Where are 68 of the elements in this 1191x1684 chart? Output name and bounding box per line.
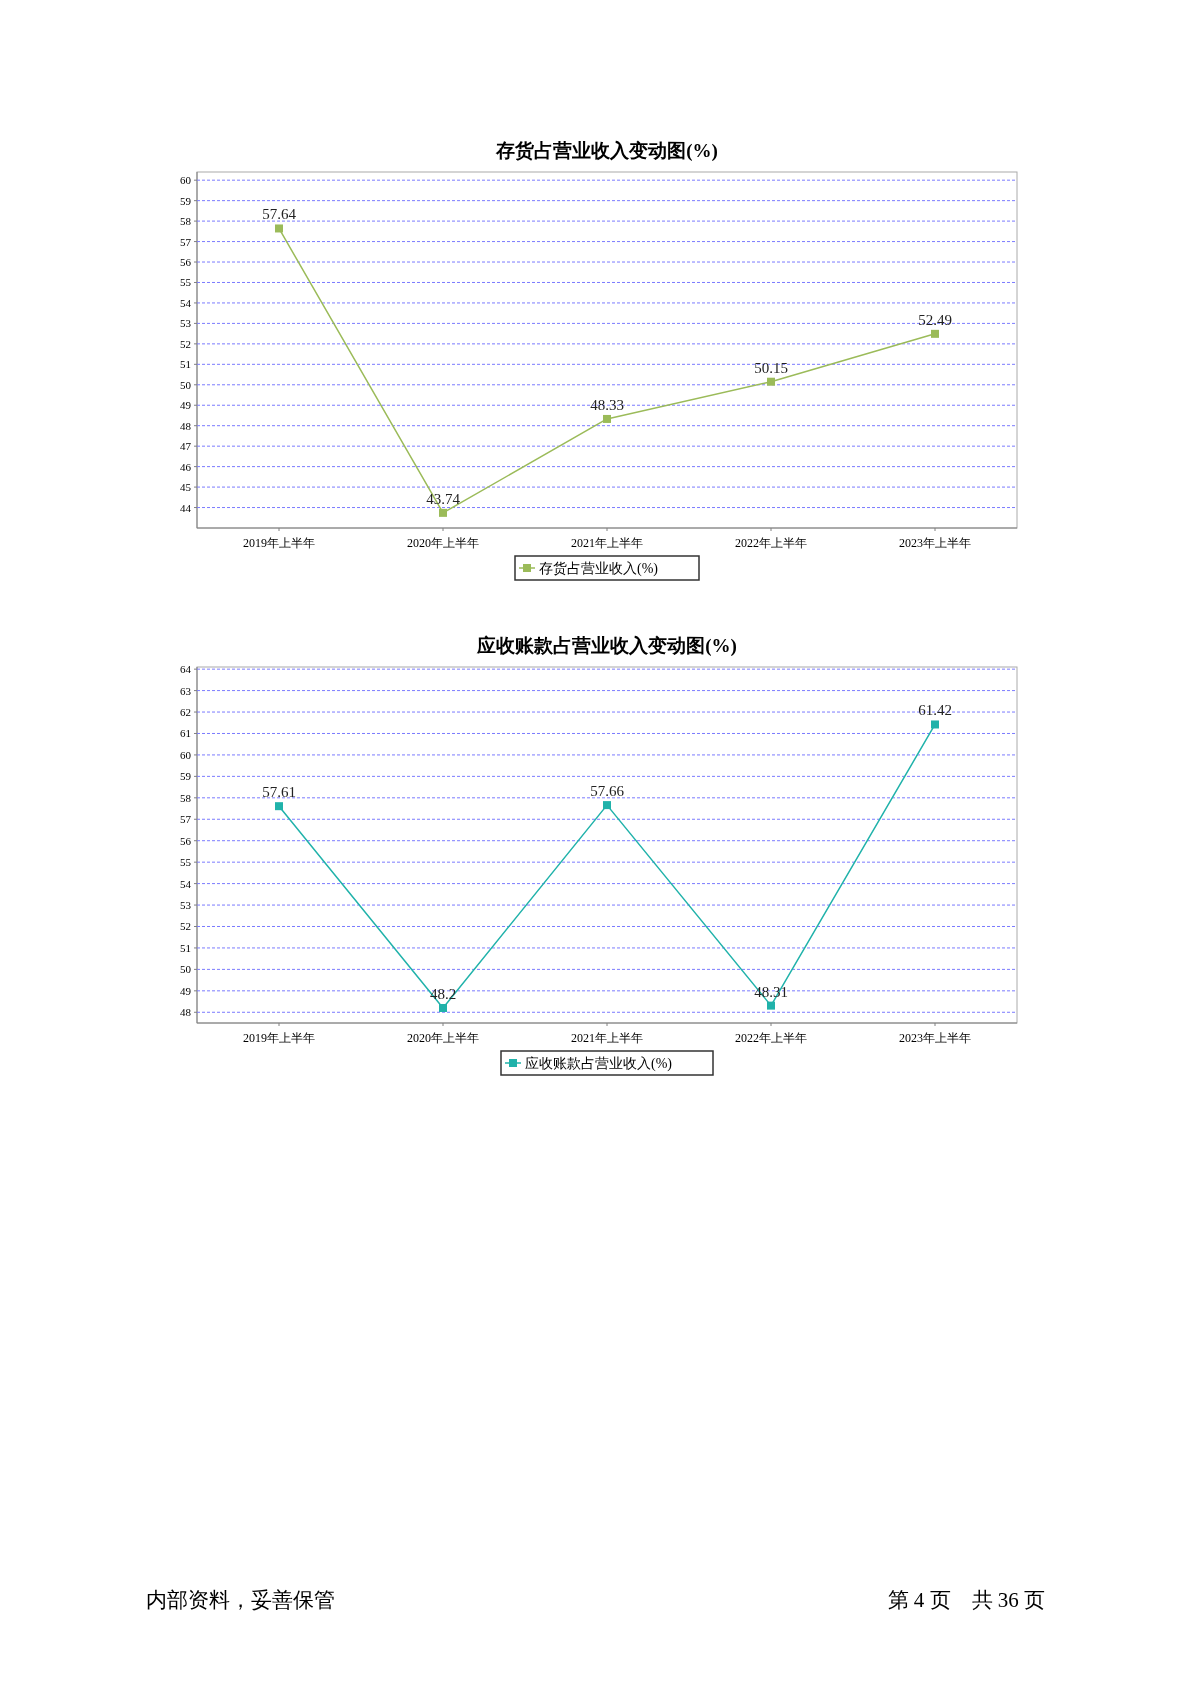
legend-label: 存货占营业收入(%) <box>539 561 659 577</box>
data-label: 52.49 <box>918 311 952 328</box>
x-tick-label: 2021年上半年 <box>571 1031 643 1045</box>
y-tick-label: 64 <box>180 663 192 676</box>
point <box>275 802 283 811</box>
y-tick-label: 59 <box>180 770 192 783</box>
x-tick-label: 2020年上半年 <box>407 1031 479 1045</box>
y-tick-label: 55 <box>180 856 192 869</box>
text: 内部资料，妥善保管 <box>146 1587 335 1614</box>
text: 第 4 页 共 36 页 <box>887 1587 1045 1614</box>
data-label: 57.66 <box>590 783 625 800</box>
y-tick-label: 57 <box>180 813 192 826</box>
y-tick-label: 55 <box>180 276 192 289</box>
y-tick-label: 63 <box>180 684 192 697</box>
y-tick-label: 48 <box>180 419 192 432</box>
y-tick-label: 58 <box>180 791 192 804</box>
point <box>603 414 611 423</box>
y-tick-label: 48 <box>180 1006 192 1019</box>
y-tick-label: 61 <box>180 727 191 740</box>
point <box>439 1003 447 1012</box>
y-tick-label: 51 <box>180 358 191 371</box>
chart-title: 存货占营业收入变动图(%) <box>495 140 718 162</box>
y-tick-label: 44 <box>180 501 192 514</box>
data-label: 48.33 <box>590 396 624 413</box>
y-tick-label: 62 <box>180 706 191 719</box>
y-tick-label: 52 <box>180 920 191 933</box>
point <box>439 508 447 517</box>
y-tick-label: 58 <box>180 215 192 228</box>
y-tick-label: 54 <box>180 296 192 309</box>
y-tick-label: 53 <box>180 899 192 912</box>
y-tick-label: 52 <box>180 337 191 350</box>
x-tick-label: 2023年上半年 <box>899 536 971 550</box>
point <box>767 1001 775 1010</box>
y-tick-label: 53 <box>180 317 192 330</box>
y-tick-label: 56 <box>180 256 192 269</box>
chart-title: 应收账款占营业收入变动图(%) <box>476 635 737 657</box>
x-tick-label: 2019年上半年 <box>243 1031 315 1045</box>
y-tick-label: 54 <box>180 877 192 890</box>
data-label: 48.2 <box>429 985 457 1002</box>
x-tick-label: 2019年上半年 <box>243 536 315 550</box>
y-tick-label: 56 <box>180 834 192 847</box>
point <box>931 720 939 729</box>
data-label: 57.64 <box>262 206 297 223</box>
y-tick-label: 60 <box>180 748 192 761</box>
point <box>603 801 611 810</box>
y-tick-label: 50 <box>180 378 192 391</box>
x-tick-label: 2021年上半年 <box>571 536 643 550</box>
data-label: 61.42 <box>918 702 952 719</box>
x-tick-label: 2022年上半年 <box>735 1031 807 1045</box>
y-tick-label: 49 <box>180 399 192 412</box>
y-tick-label: 60 <box>180 174 192 187</box>
x-tick-label: 2020年上半年 <box>407 536 479 550</box>
y-tick-label: 46 <box>180 460 192 473</box>
data-label: 50.15 <box>754 359 788 376</box>
y-tick-label: 51 <box>180 941 191 954</box>
y-tick-label: 47 <box>180 440 192 453</box>
y-tick-label: 45 <box>180 481 192 494</box>
y-tick-label: 50 <box>180 963 192 976</box>
point <box>767 377 775 386</box>
y-tick-label: 49 <box>180 984 192 997</box>
point <box>931 329 939 338</box>
data-label: 57.61 <box>262 784 296 801</box>
y-tick-label: 57 <box>180 235 192 248</box>
legend-label: 应收账款占营业收入(%) <box>525 1056 673 1072</box>
x-tick-label: 2022年上半年 <box>735 536 807 550</box>
point <box>275 224 283 233</box>
y-tick-label: 59 <box>180 194 192 207</box>
x-tick-label: 2023年上半年 <box>899 1031 971 1045</box>
